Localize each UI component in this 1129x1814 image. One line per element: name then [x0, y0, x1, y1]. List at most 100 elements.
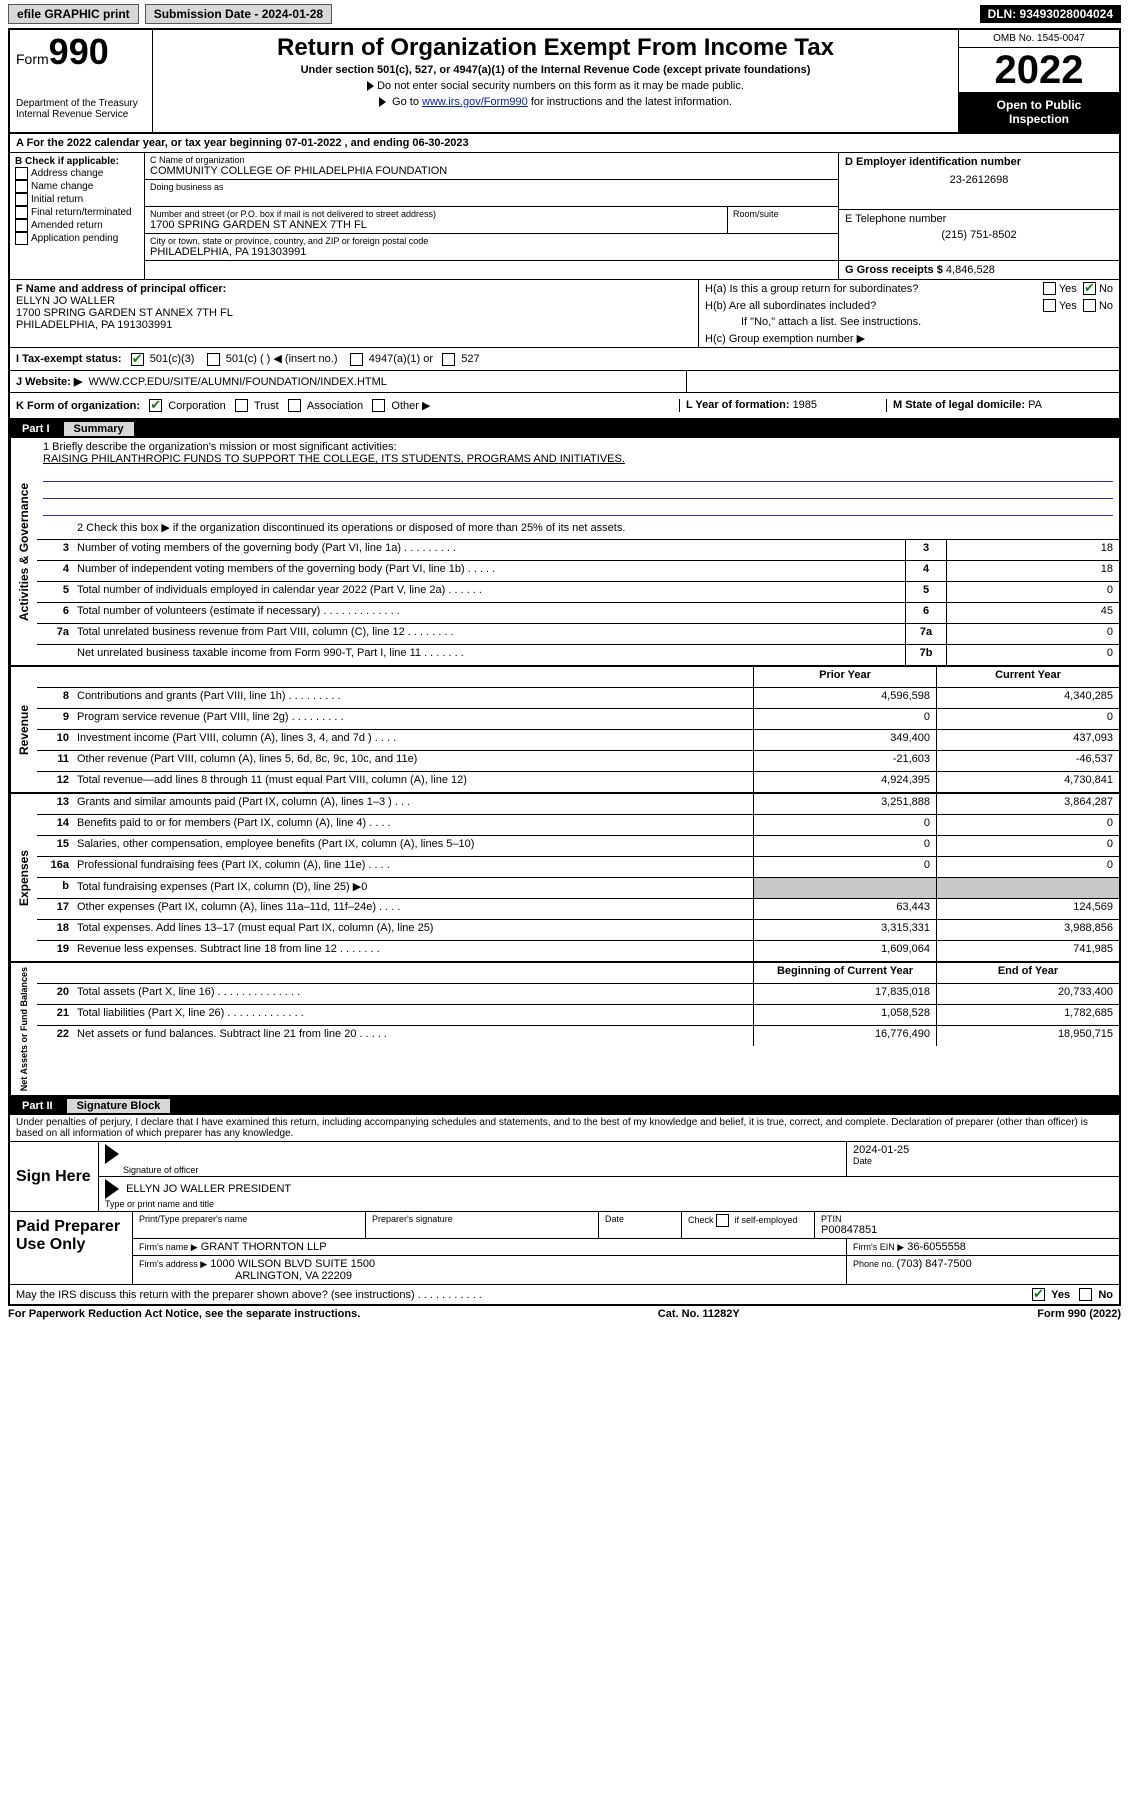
- checkbox-address-change[interactable]: [15, 167, 28, 180]
- tax-year-end: 06-30-2023: [412, 137, 468, 149]
- ptin-label: PTIN: [821, 1214, 1113, 1224]
- table-row: 9Program service revenue (Part VIII, lin…: [37, 709, 1119, 730]
- checkbox-hb-yes[interactable]: [1043, 299, 1056, 312]
- checkbox-corp[interactable]: [149, 399, 162, 412]
- line-desc: Total number of volunteers (estimate if …: [73, 603, 905, 623]
- line-num: 6: [37, 603, 73, 623]
- checkbox-app-pending[interactable]: [15, 232, 28, 245]
- current-value: 3,988,856: [936, 920, 1119, 940]
- checkbox-amended[interactable]: [15, 219, 28, 232]
- hb-yes: Yes: [1059, 300, 1077, 312]
- prior-value: 3,251,888: [753, 794, 936, 814]
- line-box: 5: [905, 582, 946, 602]
- line-desc: Other expenses (Part IX, column (A), lin…: [73, 899, 753, 919]
- firm-phone-label: Phone no.: [853, 1259, 897, 1269]
- b-label: B Check if applicable:: [15, 156, 139, 167]
- irs-link[interactable]: www.irs.gov/Form990: [422, 96, 528, 108]
- efile-badge: efile GRAPHIC print: [8, 4, 139, 24]
- checkbox-may-no[interactable]: [1079, 1288, 1092, 1301]
- checkbox-may-yes[interactable]: [1032, 1288, 1045, 1301]
- line-desc: Professional fundraising fees (Part IX, …: [73, 857, 753, 877]
- c-name-label: C Name of organization: [150, 155, 833, 165]
- row-i: I Tax-exempt status: 501(c)(3) 501(c) ( …: [8, 347, 1121, 371]
- omb-number: OMB No. 1545-0047: [959, 30, 1119, 48]
- opt-amended: Amended return: [31, 220, 103, 231]
- line-num: 16a: [37, 857, 73, 877]
- opt-4947: 4947(a)(1) or: [369, 353, 433, 365]
- subtitle-3-post: for instructions and the latest informat…: [528, 96, 732, 108]
- ha-label: H(a) Is this a group return for subordin…: [705, 283, 1043, 295]
- checkbox-other[interactable]: [372, 399, 385, 412]
- ha-yes: Yes: [1059, 283, 1077, 295]
- city-state-zip: PHILADELPHIA, PA 191303991: [150, 246, 833, 258]
- mission-text: RAISING PHILANTHROPIC FUNDS TO SUPPORT T…: [43, 453, 1113, 465]
- sig-date-label: Date: [853, 1156, 1113, 1166]
- prior-value: 4,924,395: [753, 772, 936, 792]
- table-row: 6Total number of volunteers (estimate if…: [37, 603, 1119, 624]
- table-row: 17Other expenses (Part IX, column (A), l…: [37, 899, 1119, 920]
- line-num: [37, 645, 73, 665]
- row-j: J Website: ▶ WWW.CCP.EDU/SITE/ALUMNI/FOU…: [8, 371, 1121, 393]
- line-box: 7b: [905, 645, 946, 665]
- checkbox-501c[interactable]: [207, 353, 220, 366]
- line-num: 7a: [37, 624, 73, 644]
- prior-value: 4,596,598: [753, 688, 936, 708]
- row-k: K Form of organization: Corporation Trus…: [8, 393, 1121, 421]
- line-num: 21: [37, 1005, 73, 1025]
- prior-value: 16,776,490: [753, 1026, 936, 1046]
- checkbox-ha-yes[interactable]: [1043, 282, 1056, 295]
- checkbox-initial-return[interactable]: [15, 193, 28, 206]
- subtitle-3-pre: Go to: [392, 96, 422, 108]
- line-num: 14: [37, 815, 73, 835]
- line-value: 18: [946, 540, 1119, 560]
- sign-here-label: Sign Here: [10, 1142, 98, 1211]
- checkbox-527[interactable]: [442, 353, 455, 366]
- line-desc: Contributions and grants (Part VIII, lin…: [73, 688, 753, 708]
- triangle-icon: [367, 81, 374, 91]
- firm-addr1: 1000 WILSON BLVD SUITE 1500: [210, 1258, 375, 1270]
- checkbox-501c3[interactable]: [131, 353, 144, 366]
- opt-address-change: Address change: [31, 168, 103, 179]
- table-row: 18Total expenses. Add lines 13–17 (must …: [37, 920, 1119, 941]
- table-row: bTotal fundraising expenses (Part IX, co…: [37, 878, 1119, 899]
- line-num: 3: [37, 540, 73, 560]
- checkbox-trust[interactable]: [235, 399, 248, 412]
- checkbox-final-return[interactable]: [15, 206, 28, 219]
- current-value: 3,864,287: [936, 794, 1119, 814]
- irs-label: Internal Revenue Service: [16, 109, 146, 120]
- checkbox-4947[interactable]: [350, 353, 363, 366]
- sig-date-val: 2024-01-25: [853, 1144, 1113, 1156]
- line-desc: Salaries, other compensation, employee b…: [73, 836, 753, 856]
- k-label: K Form of organization:: [16, 400, 140, 412]
- e-label: E Telephone number: [845, 213, 1113, 225]
- sig-officer-label: Signature of officer: [123, 1165, 198, 1175]
- d-label: D Employer identification number: [845, 156, 1113, 168]
- return-title: Return of Organization Exempt From Incom…: [161, 34, 950, 62]
- prior-value: 1,609,064: [753, 941, 936, 961]
- line-num: 4: [37, 561, 73, 581]
- checkbox-assoc[interactable]: [288, 399, 301, 412]
- line-num: 17: [37, 899, 73, 919]
- opt-trust: Trust: [254, 400, 279, 412]
- part2-header: Part II Signature Block: [8, 1097, 1121, 1115]
- checkbox-self-employed[interactable]: [716, 1214, 729, 1227]
- line-num: 9: [37, 709, 73, 729]
- checkbox-hb-no[interactable]: [1083, 299, 1096, 312]
- line-desc: Total expenses. Add lines 13–17 (must eq…: [73, 920, 753, 940]
- line-num: 15: [37, 836, 73, 856]
- checkbox-ha-no[interactable]: [1083, 282, 1096, 295]
- line-num: 19: [37, 941, 73, 961]
- officer-addr2: PHILADELPHIA, PA 191303991: [16, 319, 692, 331]
- opt-501c3: 501(c)(3): [150, 353, 195, 365]
- topbar: efile GRAPHIC print Submission Date - 20…: [8, 4, 1121, 24]
- governance-section: Activities & Governance 1 Briefly descri…: [8, 438, 1121, 667]
- city-label: City or town, state or province, country…: [150, 236, 833, 246]
- m-label: M State of legal domicile:: [893, 399, 1028, 411]
- checkbox-name-change[interactable]: [15, 180, 28, 193]
- arrow-icon: [105, 1144, 119, 1164]
- officer-addr1: 1700 SPRING GARDEN ST ANNEX 7TH FL: [16, 307, 692, 319]
- current-value: [936, 878, 1119, 898]
- firm-name-label: Firm's name ▶: [139, 1242, 198, 1252]
- tax-year: 2022: [959, 48, 1119, 92]
- opt-other: Other ▶: [391, 400, 430, 412]
